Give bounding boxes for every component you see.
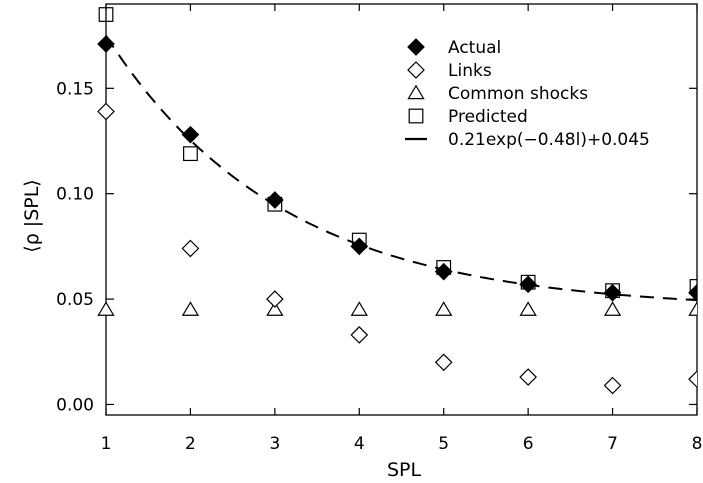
point-links (181, 239, 200, 258)
x-tick-label: 6 (523, 434, 534, 454)
point-predicted (689, 279, 697, 294)
point-common-shocks (181, 301, 200, 316)
x-tick-label: 1 (101, 434, 112, 454)
legend-label-predicted: Predicted (448, 107, 528, 127)
legend-label-common-shocks: Common shocks (448, 84, 588, 104)
point-links (519, 368, 537, 386)
y-axis-label: ⟨ρ |SPL⟩ (21, 179, 43, 252)
data-markers (97, 7, 697, 395)
plot-frame (105, 3, 698, 416)
legend-marker-predicted (408, 108, 424, 124)
legend-marker-links (407, 61, 425, 79)
legend: Actual Links Common shocks Predicted 0.21exp… (405, 38, 650, 150)
point-links (97, 102, 115, 121)
y-tick-label: 0.05 (56, 290, 94, 310)
point-common-shocks (97, 301, 115, 316)
x-tick-label: 4 (354, 434, 365, 454)
point-actual (266, 191, 284, 209)
axis-ticks: 1 2 3 4 5 6 7 8 0.00 0.05 0.10 0.15 (56, 4, 702, 454)
y-tick-label: 0.00 (56, 395, 94, 415)
point-actual (97, 35, 115, 53)
point-actual (519, 275, 537, 294)
y-tick-label: 0.10 (56, 185, 94, 205)
point-predicted (98, 7, 114, 22)
x-tick-label: 5 (438, 434, 449, 454)
point-links (350, 326, 369, 344)
fit-curve-path (105, 35, 698, 302)
legend-label-links: Links (448, 61, 492, 81)
x-tick-label: 3 (269, 434, 280, 454)
point-links (603, 376, 622, 395)
point-actual (350, 237, 369, 256)
plot-border (105, 3, 698, 416)
point-common-shocks (266, 301, 284, 316)
y-tick-label: 0.15 (56, 79, 94, 99)
point-links (434, 353, 453, 372)
x-tick-label: 7 (607, 434, 618, 454)
point-common-shocks (688, 301, 697, 316)
x-axis-label: SPL (387, 459, 422, 481)
legend-label-actual: Actual (448, 38, 501, 58)
point-common-shocks (350, 301, 368, 316)
legend-marker-common-shocks (407, 84, 425, 100)
point-actual (434, 262, 453, 281)
point-actual (603, 283, 622, 302)
point-links (266, 290, 284, 308)
point-links (688, 370, 697, 389)
fit-curve (105, 35, 698, 302)
x-tick-label: 2 (185, 434, 196, 454)
point-actual (688, 283, 697, 302)
legend-label-0-21exp-0-48l-0-045: 0.21exp(−0.48l)+0.045 (448, 130, 650, 150)
point-actual (181, 125, 200, 144)
point-common-shocks (519, 301, 537, 316)
x-tick-label: 8 (692, 434, 703, 454)
point-common-shocks (603, 301, 622, 316)
point-common-shocks (435, 301, 453, 316)
legend-marker-actual (407, 38, 425, 56)
point-predicted (183, 146, 198, 162)
